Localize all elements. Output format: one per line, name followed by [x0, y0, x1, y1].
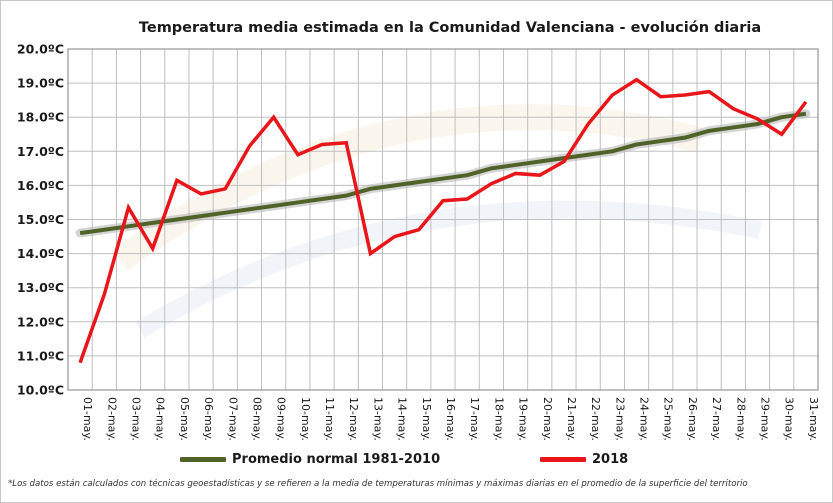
- legend-swatch-2018: [540, 457, 586, 462]
- y-tick-label: 11.0ºC: [17, 348, 64, 363]
- x-tick-label: 05-may.: [178, 397, 191, 441]
- x-tick-label: 02-may.: [105, 397, 118, 441]
- x-tick-label: 20-may.: [541, 397, 554, 441]
- x-tick-label: 18-may.: [492, 397, 505, 441]
- x-tick-label: 16-may.: [444, 397, 457, 441]
- x-tick-label: 29-may.: [759, 397, 772, 441]
- x-tick-label: 13-may.: [371, 397, 384, 441]
- legend-label-normal: Promedio normal 1981-2010: [232, 452, 441, 467]
- y-tick-label: 15.0ºC: [17, 212, 64, 227]
- chart-title: Temperatura media estimada en la Comunid…: [138, 20, 762, 36]
- x-tick-label: 25-may.: [662, 397, 675, 441]
- y-tick-label: 17.0ºC: [17, 144, 64, 159]
- y-tick-label: 13.0ºC: [17, 280, 64, 295]
- x-tick-label: 24-may.: [638, 397, 651, 441]
- x-tick-label: 01-may.: [81, 397, 94, 441]
- y-tick-label: 12.0ºC: [17, 314, 64, 329]
- x-tick-label: 10-may.: [299, 397, 312, 441]
- x-tick-label: 07-may.: [226, 397, 239, 441]
- y-tick-label: 20.0ºC: [17, 42, 64, 57]
- x-tick-label: 26-may.: [686, 397, 699, 441]
- x-tick-label: 03-may.: [129, 397, 142, 441]
- x-tick-label: 12-may.: [347, 397, 360, 441]
- x-tick-label: 21-may.: [565, 397, 578, 441]
- y-tick-label: 18.0ºC: [17, 110, 64, 125]
- legend-item-2018: 2018: [540, 452, 628, 467]
- x-tick-label: 08-may.: [250, 397, 263, 441]
- legend-label-2018: 2018: [592, 452, 629, 467]
- chart-legend: Promedio normal 1981-2010 2018: [180, 452, 800, 472]
- x-tick-label: 06-may.: [202, 397, 215, 441]
- x-tick-label: 04-may.: [154, 397, 167, 441]
- x-tick-label: 28-may.: [734, 397, 747, 441]
- y-tick-label: 14.0ºC: [17, 246, 64, 261]
- x-tick-label: 23-may.: [613, 397, 626, 441]
- plot-area-border: [67, 48, 819, 391]
- y-tick-label: 19.0ºC: [17, 76, 64, 91]
- y-tick-label: 16.0ºC: [17, 178, 64, 193]
- y-tick-label: 10.0ºC: [17, 383, 64, 398]
- legend-item-normal: Promedio normal 1981-2010: [180, 452, 440, 467]
- x-tick-label: 11-may.: [323, 397, 336, 441]
- x-tick-label: 09-may.: [275, 397, 288, 441]
- x-tick-label: 30-may.: [783, 397, 796, 441]
- x-tick-label: 17-may.: [468, 397, 481, 441]
- watermark-logo: [112, 104, 762, 338]
- x-tick-label: 15-may.: [420, 397, 433, 441]
- x-tick-label: 22-may.: [589, 397, 602, 441]
- x-tick-label: 27-may.: [710, 397, 723, 441]
- legend-swatch-normal: [180, 457, 226, 462]
- footnote: *Los datos están calculados con técnicas…: [8, 479, 748, 489]
- x-tick-label: 31-may.: [807, 397, 820, 441]
- x-tick-label: 19-may.: [517, 397, 530, 441]
- x-tick-label: 14-may.: [396, 397, 409, 441]
